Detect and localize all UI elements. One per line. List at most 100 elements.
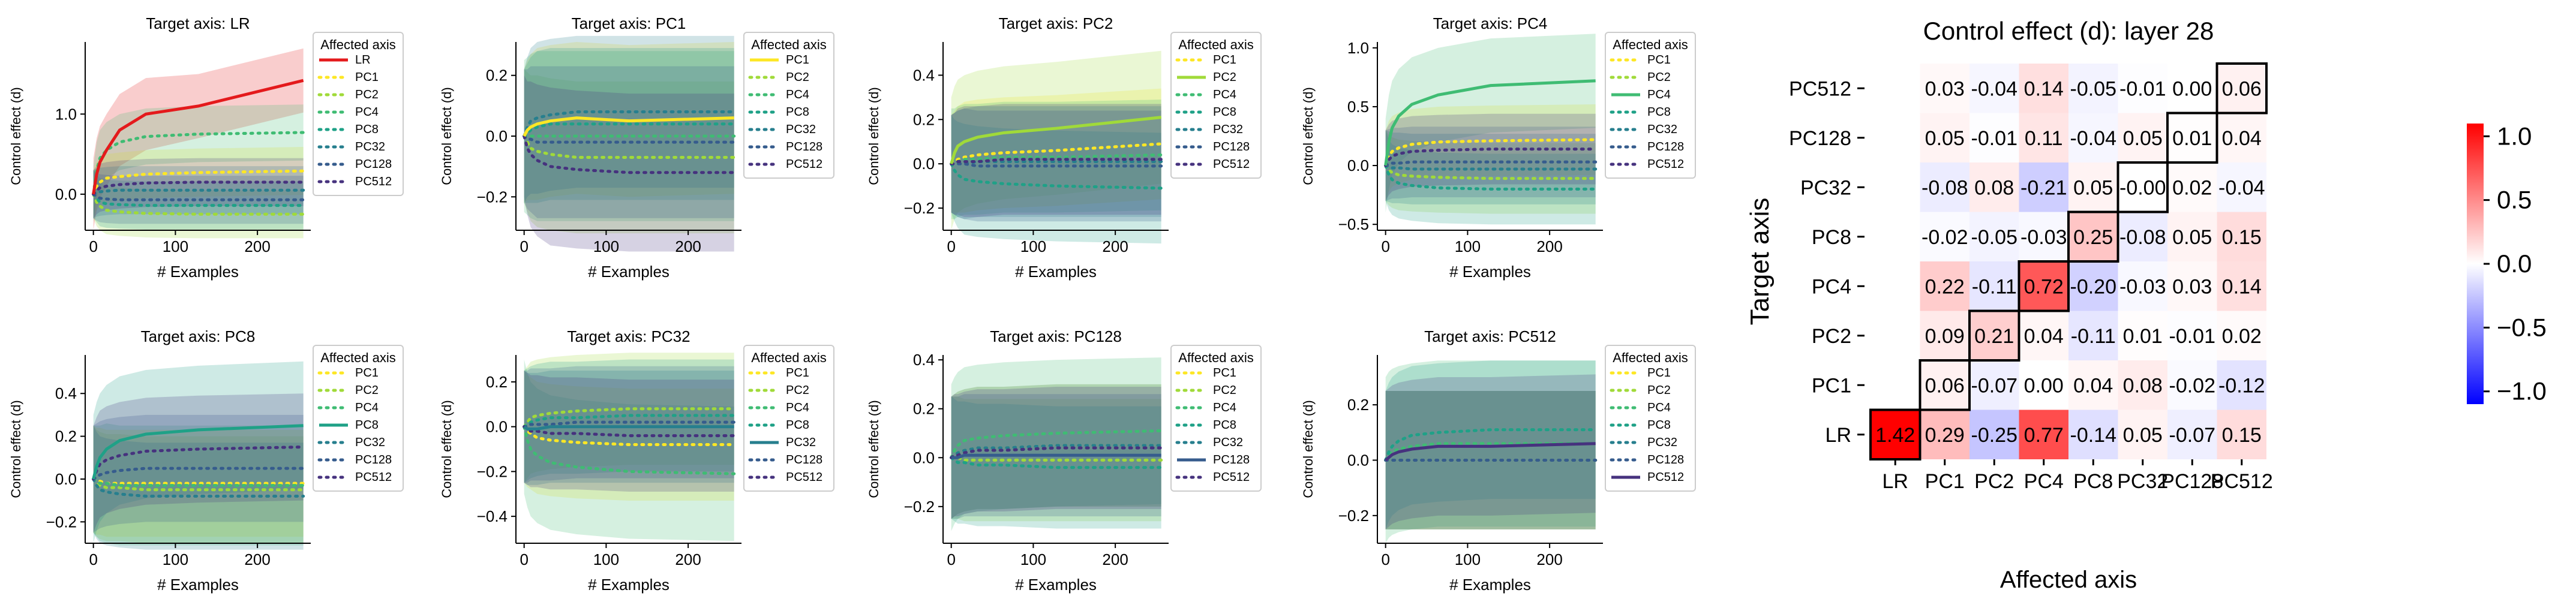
- heatmap-value: 0.05: [2123, 424, 2163, 447]
- heatmap-cell: [2217, 410, 2266, 459]
- confidence-band: [951, 100, 1161, 219]
- legend-label: PC8: [1647, 106, 1671, 119]
- x-tick-label: PC32: [2117, 470, 2168, 493]
- heatmap-cell: [2167, 360, 2217, 410]
- legend-box: [1605, 345, 1696, 492]
- heatmap-cell: [2019, 113, 2068, 162]
- heatmap-cell: [2068, 410, 2118, 459]
- heatmap-value: -0.08: [1922, 176, 1968, 199]
- series-line: [950, 162, 1163, 168]
- y-tick-label: 0.0: [913, 449, 935, 466]
- legend-label: PC2: [1647, 71, 1671, 84]
- series-line: [523, 425, 736, 447]
- panel-title: Target axis: PC1: [572, 14, 686, 32]
- line-panel: Target axis: PC128 0 100 200 # Examples −0.2 0…: [866, 327, 1262, 594]
- legend-label: LR: [355, 53, 371, 67]
- confidence-band: [524, 359, 734, 483]
- heatmap-value: 0.14: [2222, 275, 2262, 298]
- series-line: [523, 134, 736, 174]
- heatmap-value: -0.00: [2119, 176, 2166, 199]
- panel-title: Target axis: LR: [146, 14, 250, 32]
- series-line: [950, 159, 1163, 165]
- x-tick-label: 0: [947, 237, 955, 255]
- line-panel: Target axis: PC8 0 100 200 # Examples −0.2 0.0…: [8, 327, 404, 594]
- heatmap-cell: [2068, 212, 2118, 261]
- y-tick-label: −0.2: [477, 188, 508, 206]
- confidence-band: [524, 359, 734, 541]
- heatmap-cell: [2068, 64, 2118, 113]
- heatmap-cell: [2068, 162, 2118, 212]
- legend-label: PC128: [1647, 140, 1684, 154]
- legend-label: PC32: [786, 436, 816, 449]
- x-tick-label: 100: [1455, 550, 1481, 568]
- x-tick-label: PC1: [1925, 470, 1965, 493]
- y-axis-label: Control effect (d): [439, 400, 454, 498]
- target-outline: [2116, 161, 2169, 213]
- heatmap-value: 0.08: [2123, 374, 2163, 397]
- heatmap-cell: [2118, 261, 2167, 311]
- y-tick-label: −0.4: [477, 507, 508, 525]
- legend-title: Affected axis: [1178, 37, 1254, 52]
- x-tick-label: 200: [244, 550, 270, 568]
- legend-box: [1170, 32, 1262, 179]
- heatmap-value: 0.01: [2172, 127, 2212, 150]
- y-tick-label: 0.5: [1347, 98, 1369, 116]
- heatmap-value: 0.00: [2024, 374, 2064, 397]
- panel-title: Target axis: PC32: [567, 327, 690, 345]
- heatmap-value: 0.72: [2024, 275, 2064, 298]
- heatmap-value: 0.09: [1925, 325, 1965, 348]
- heatmap-value: -0.03: [2119, 275, 2166, 298]
- heatmap-cell: [2019, 261, 2068, 311]
- series-line: [1384, 138, 1598, 167]
- confidence-band: [951, 50, 1161, 230]
- x-tick-label: 100: [163, 237, 188, 255]
- x-axis-label: # Examples: [1449, 263, 1531, 281]
- legend-label: PC1: [786, 53, 809, 67]
- legend-label: PC8: [786, 419, 809, 432]
- panel-title: Target axis: PC4: [1433, 14, 1548, 32]
- legend-label: PC2: [786, 71, 809, 84]
- x-tick-label: PC4: [2024, 470, 2064, 493]
- legend-label: PC8: [1647, 419, 1671, 432]
- y-tick-label: 0.4: [913, 66, 935, 84]
- heatmap-value: 0.00: [2172, 77, 2212, 100]
- heatmap-value: 0.08: [1974, 176, 2014, 199]
- heatmap-cell: [2167, 311, 2217, 360]
- series-line: [1385, 442, 1596, 462]
- series-line: [523, 407, 736, 429]
- series-line: [92, 477, 305, 498]
- series-line: [950, 116, 1161, 164]
- heatmap-cell: [2167, 410, 2217, 459]
- legend-box: [743, 32, 834, 179]
- heatmap-cell: [1969, 162, 2019, 212]
- legend-title: Affected axis: [1613, 37, 1688, 52]
- heatmap-value: -0.11: [1972, 275, 2017, 298]
- heatmap-cell: [2167, 64, 2217, 113]
- confidence-band: [1385, 104, 1596, 201]
- confidence-band: [951, 396, 1161, 522]
- legend-label: PC4: [1213, 88, 1236, 101]
- heatmap-cell: [2167, 261, 2217, 311]
- x-axis-label: # Examples: [588, 576, 669, 594]
- colorbar-tick-label: −0.5: [2497, 313, 2547, 341]
- x-tick-label: 200: [1536, 550, 1562, 568]
- series-line: [950, 162, 1163, 190]
- heatmap-value: 0.04: [2073, 374, 2113, 397]
- heatmap-cell: [2167, 162, 2217, 212]
- heatmap-value: -0.04: [2070, 127, 2117, 150]
- y-tick-label: 0.4: [913, 351, 935, 369]
- legend-label: PC32: [1647, 436, 1677, 449]
- y-tick-label: 0.2: [486, 373, 508, 391]
- line-panel: Target axis: PC4 0 100 200 # Examples −0.5 0.0…: [1301, 14, 1696, 281]
- legend-label: PC1: [355, 366, 379, 380]
- legend-label: PC128: [355, 453, 392, 466]
- heatmap-cell: [1969, 64, 2019, 113]
- colorbar-tick-label: −1.0: [2497, 377, 2547, 405]
- x-tick-label: 100: [163, 550, 188, 568]
- x-axis-label: # Examples: [1015, 576, 1097, 594]
- heatmap-value: -0.01: [2119, 77, 2166, 100]
- y-tick-label: −0.2: [477, 462, 508, 480]
- y-tick-label: PC512: [1789, 77, 1851, 100]
- legend-label: PC8: [355, 123, 379, 136]
- heatmap-value: -0.25: [1971, 424, 2018, 447]
